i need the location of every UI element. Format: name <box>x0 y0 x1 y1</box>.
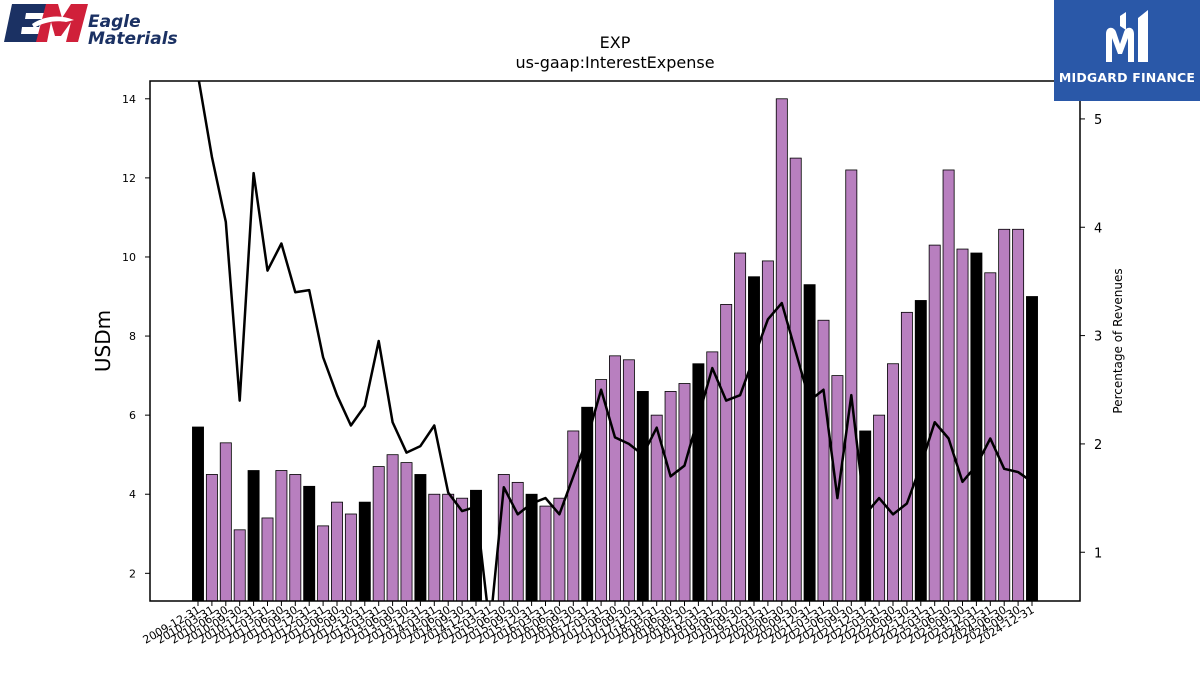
y2-tick-label-5: 5 <box>1094 113 1102 128</box>
bar-2022-03-31 <box>873 414 886 601</box>
bar-2015-09-30 <box>511 481 524 601</box>
y-tick-label-6: 6 <box>129 409 136 422</box>
midgard-finance-logo: MIDGARD FINANCE <box>1054 0 1200 101</box>
bar-2024-03-31 <box>984 272 997 601</box>
logo-line-2: Materials <box>88 29 178 49</box>
bar-2012-06-30 <box>331 501 343 601</box>
bar-2009-12-31 <box>192 426 204 601</box>
line-group <box>197 81 1033 601</box>
logo-line-1: Eagle <box>88 12 141 32</box>
bar-2023-12-31 <box>970 252 983 601</box>
y2-tick-label-2: 2 <box>1094 438 1102 453</box>
y-tick-label-2: 2 <box>129 567 136 580</box>
y2-tick-label-4: 4 <box>1094 221 1102 236</box>
bar-2010-12-31 <box>247 470 260 601</box>
midgard-finance-wordmark: MIDGARD FINANCE <box>1058 70 1196 85</box>
bar-2020-06-30 <box>775 98 788 601</box>
bar-2022-09-30 <box>900 311 913 601</box>
bar-2017-09-30 <box>622 359 635 601</box>
bar-2012-12-31 <box>358 501 371 601</box>
bar-2019-06-30 <box>720 304 733 601</box>
bar-2014-06-30 <box>442 493 455 601</box>
bar-2018-03-31 <box>650 414 663 601</box>
bar-2012-03-31 <box>317 525 330 601</box>
bar-2010-06-30 <box>219 442 232 601</box>
bar-2012-09-30 <box>344 513 357 601</box>
bar-2015-12-31 <box>525 493 538 601</box>
bar-2020-12-31 <box>803 284 816 601</box>
bar-2019-03-31 <box>706 351 719 601</box>
bar-2011-06-30 <box>275 470 288 601</box>
chart-subtitle: us-gaap:InterestExpense <box>515 53 714 72</box>
bar-2013-09-30 <box>400 462 413 601</box>
bar-2016-03-31 <box>539 505 552 601</box>
bar-2016-09-30 <box>567 430 580 601</box>
bar-2010-03-31 <box>205 474 218 601</box>
bar-2023-09-30 <box>956 248 969 601</box>
bar-2023-06-30 <box>942 169 955 601</box>
em-logo-icon <box>4 4 88 42</box>
y2-axis-label: Percentage of Revenues <box>1111 268 1125 413</box>
bar-2020-03-31 <box>761 260 774 601</box>
y-axis-right: 1 2 3 4 5 <box>1080 113 1102 561</box>
y2-tick-label-3: 3 <box>1094 330 1102 345</box>
eagle-materials-wordmark: Eagle Materials <box>88 14 178 48</box>
bar-2013-06-30 <box>386 454 399 601</box>
y-tick-label-10: 10 <box>122 251 136 264</box>
bars-group <box>192 98 1038 601</box>
bar-2011-12-31 <box>303 485 316 601</box>
bar-2021-09-30 <box>845 169 858 601</box>
midgard-m-icon <box>1106 10 1148 62</box>
bar-2019-09-30 <box>734 252 747 601</box>
bar-2011-03-31 <box>261 517 274 601</box>
bar-2021-03-31 <box>817 319 830 601</box>
bar-2017-03-31 <box>595 379 608 601</box>
bar-2013-03-31 <box>372 466 385 601</box>
bar-2013-12-31 <box>414 474 427 601</box>
bar-2021-12-31 <box>859 430 872 601</box>
bar-2018-06-30 <box>664 391 677 601</box>
bar-2017-12-31 <box>636 391 649 601</box>
y-tick-label-12: 12 <box>122 172 136 185</box>
bar-2024-09-30 <box>1012 228 1025 601</box>
chart-title: EXP <box>600 33 631 52</box>
y2-tick-label-1: 1 <box>1094 546 1102 561</box>
y-tick-label-4: 4 <box>129 488 136 501</box>
bar-2016-06-30 <box>553 497 566 601</box>
bar-2018-09-30 <box>678 383 691 601</box>
y-tick-label-14: 14 <box>122 93 136 106</box>
bar-2014-03-31 <box>428 493 441 601</box>
bar-2014-09-30 <box>456 497 469 601</box>
y-tick-label-8: 8 <box>129 330 136 343</box>
bar-2024-06-30 <box>998 228 1011 601</box>
eagle-materials-logo: Eagle Materials <box>4 4 178 48</box>
bar-2017-06-30 <box>609 355 621 601</box>
y-axis-left: 2 4 6 8 10 12 14 <box>122 93 150 580</box>
bar-2020-09-30 <box>789 157 802 601</box>
bar-2019-12-31 <box>748 276 760 601</box>
bar-2024-12-31 <box>1026 296 1038 601</box>
bar-2022-06-30 <box>887 363 899 601</box>
bar-2011-09-30 <box>289 474 302 601</box>
x-axis: 2009-12-312010-03-312010-06-302010-09-30… <box>141 601 1037 647</box>
pct-revenue-line <box>197 81 1033 601</box>
y-axis-label: USDm <box>91 310 115 372</box>
bar-2010-09-30 <box>233 529 246 601</box>
